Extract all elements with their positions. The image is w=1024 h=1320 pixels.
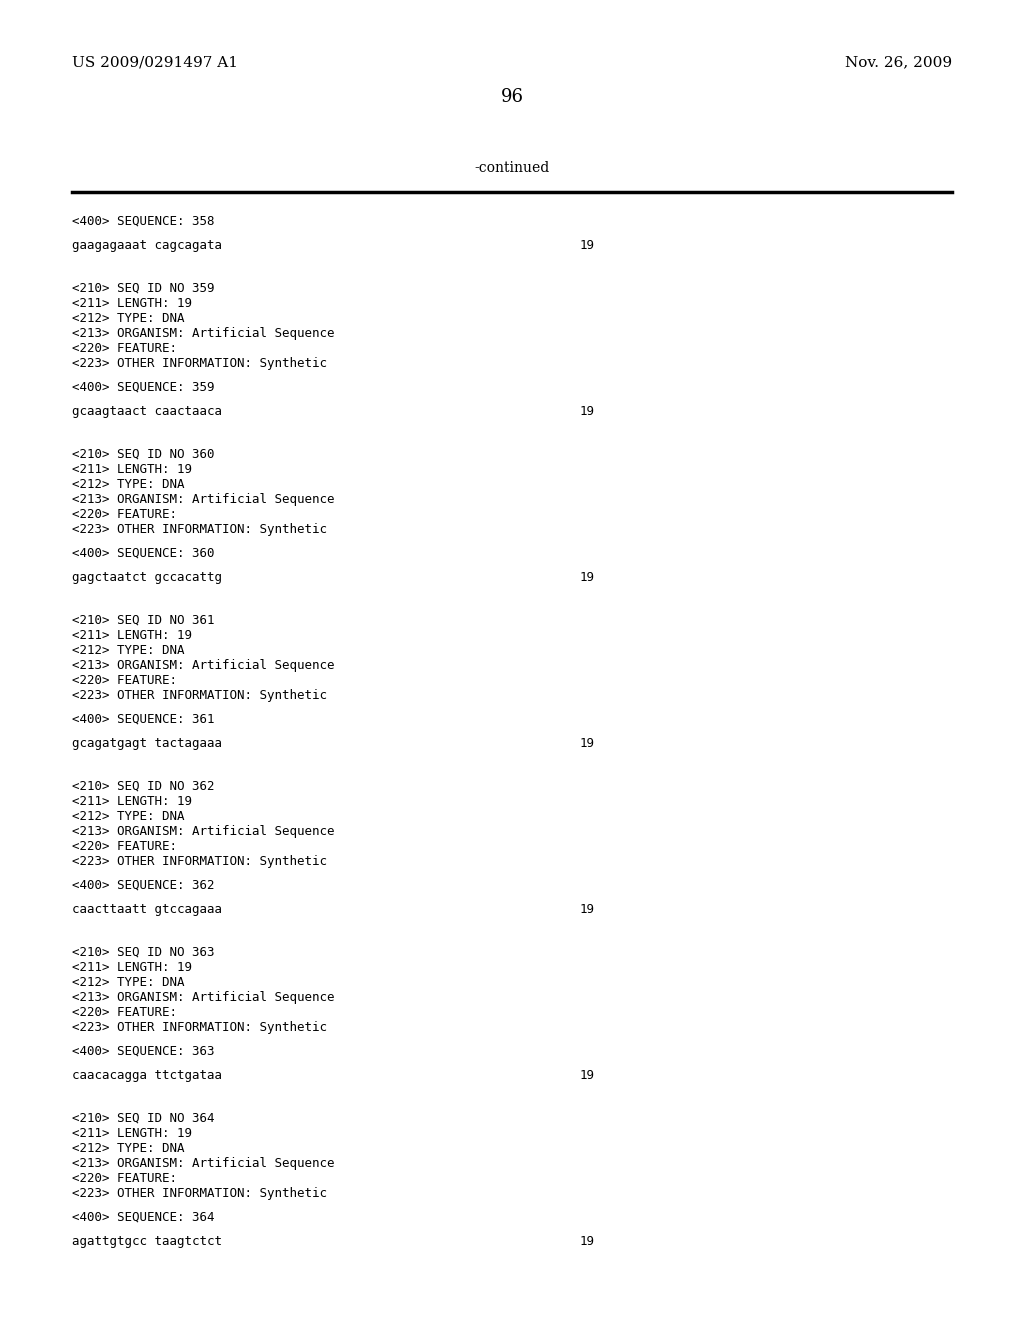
Text: <220> FEATURE:: <220> FEATURE: — [72, 1172, 177, 1185]
Text: <210> SEQ ID NO 361: <210> SEQ ID NO 361 — [72, 614, 214, 627]
Text: Nov. 26, 2009: Nov. 26, 2009 — [845, 55, 952, 69]
Text: <400> SEQUENCE: 359: <400> SEQUENCE: 359 — [72, 381, 214, 393]
Text: gaagagaaat cagcagata: gaagagaaat cagcagata — [72, 239, 222, 252]
Text: <213> ORGANISM: Artificial Sequence: <213> ORGANISM: Artificial Sequence — [72, 825, 335, 838]
Text: <213> ORGANISM: Artificial Sequence: <213> ORGANISM: Artificial Sequence — [72, 991, 335, 1005]
Text: <223> OTHER INFORMATION: Synthetic: <223> OTHER INFORMATION: Synthetic — [72, 523, 327, 536]
Text: <212> TYPE: DNA: <212> TYPE: DNA — [72, 312, 184, 325]
Text: gcagatgagt tactagaaa: gcagatgagt tactagaaa — [72, 737, 222, 750]
Text: 19: 19 — [580, 572, 595, 583]
Text: <211> LENGTH: 19: <211> LENGTH: 19 — [72, 630, 193, 642]
Text: <400> SEQUENCE: 361: <400> SEQUENCE: 361 — [72, 713, 214, 726]
Text: 19: 19 — [580, 1236, 595, 1247]
Text: agattgtgcc taagtctct: agattgtgcc taagtctct — [72, 1236, 222, 1247]
Text: <400> SEQUENCE: 364: <400> SEQUENCE: 364 — [72, 1210, 214, 1224]
Text: <400> SEQUENCE: 362: <400> SEQUENCE: 362 — [72, 879, 214, 892]
Text: 19: 19 — [580, 1069, 595, 1082]
Text: -continued: -continued — [474, 161, 550, 176]
Text: 19: 19 — [580, 405, 595, 418]
Text: <210> SEQ ID NO 362: <210> SEQ ID NO 362 — [72, 780, 214, 793]
Text: caacttaatt gtccagaaa: caacttaatt gtccagaaa — [72, 903, 222, 916]
Text: 19: 19 — [580, 239, 595, 252]
Text: <223> OTHER INFORMATION: Synthetic: <223> OTHER INFORMATION: Synthetic — [72, 689, 327, 702]
Text: <400> SEQUENCE: 363: <400> SEQUENCE: 363 — [72, 1045, 214, 1059]
Text: <213> ORGANISM: Artificial Sequence: <213> ORGANISM: Artificial Sequence — [72, 1158, 335, 1170]
Text: <400> SEQUENCE: 360: <400> SEQUENCE: 360 — [72, 546, 214, 560]
Text: caacacagga ttctgataa: caacacagga ttctgataa — [72, 1069, 222, 1082]
Text: <211> LENGTH: 19: <211> LENGTH: 19 — [72, 961, 193, 974]
Text: <210> SEQ ID NO 364: <210> SEQ ID NO 364 — [72, 1111, 214, 1125]
Text: <211> LENGTH: 19: <211> LENGTH: 19 — [72, 297, 193, 310]
Text: <212> TYPE: DNA: <212> TYPE: DNA — [72, 810, 184, 822]
Text: gcaagtaact caactaaca: gcaagtaact caactaaca — [72, 405, 222, 418]
Text: <210> SEQ ID NO 359: <210> SEQ ID NO 359 — [72, 282, 214, 294]
Text: 19: 19 — [580, 903, 595, 916]
Text: <212> TYPE: DNA: <212> TYPE: DNA — [72, 975, 184, 989]
Text: <223> OTHER INFORMATION: Synthetic: <223> OTHER INFORMATION: Synthetic — [72, 1187, 327, 1200]
Text: <220> FEATURE:: <220> FEATURE: — [72, 342, 177, 355]
Text: <212> TYPE: DNA: <212> TYPE: DNA — [72, 644, 184, 657]
Text: <213> ORGANISM: Artificial Sequence: <213> ORGANISM: Artificial Sequence — [72, 327, 335, 341]
Text: <213> ORGANISM: Artificial Sequence: <213> ORGANISM: Artificial Sequence — [72, 492, 335, 506]
Text: <220> FEATURE:: <220> FEATURE: — [72, 675, 177, 686]
Text: <210> SEQ ID NO 360: <210> SEQ ID NO 360 — [72, 447, 214, 461]
Text: <223> OTHER INFORMATION: Synthetic: <223> OTHER INFORMATION: Synthetic — [72, 1020, 327, 1034]
Text: <211> LENGTH: 19: <211> LENGTH: 19 — [72, 795, 193, 808]
Text: <220> FEATURE:: <220> FEATURE: — [72, 508, 177, 521]
Text: <212> TYPE: DNA: <212> TYPE: DNA — [72, 1142, 184, 1155]
Text: <213> ORGANISM: Artificial Sequence: <213> ORGANISM: Artificial Sequence — [72, 659, 335, 672]
Text: <211> LENGTH: 19: <211> LENGTH: 19 — [72, 1127, 193, 1140]
Text: <212> TYPE: DNA: <212> TYPE: DNA — [72, 478, 184, 491]
Text: 19: 19 — [580, 737, 595, 750]
Text: <400> SEQUENCE: 358: <400> SEQUENCE: 358 — [72, 215, 214, 228]
Text: <223> OTHER INFORMATION: Synthetic: <223> OTHER INFORMATION: Synthetic — [72, 855, 327, 869]
Text: US 2009/0291497 A1: US 2009/0291497 A1 — [72, 55, 238, 69]
Text: 96: 96 — [501, 88, 523, 106]
Text: <223> OTHER INFORMATION: Synthetic: <223> OTHER INFORMATION: Synthetic — [72, 356, 327, 370]
Text: <211> LENGTH: 19: <211> LENGTH: 19 — [72, 463, 193, 477]
Text: <210> SEQ ID NO 363: <210> SEQ ID NO 363 — [72, 946, 214, 960]
Text: gagctaatct gccacattg: gagctaatct gccacattg — [72, 572, 222, 583]
Text: <220> FEATURE:: <220> FEATURE: — [72, 840, 177, 853]
Text: <220> FEATURE:: <220> FEATURE: — [72, 1006, 177, 1019]
